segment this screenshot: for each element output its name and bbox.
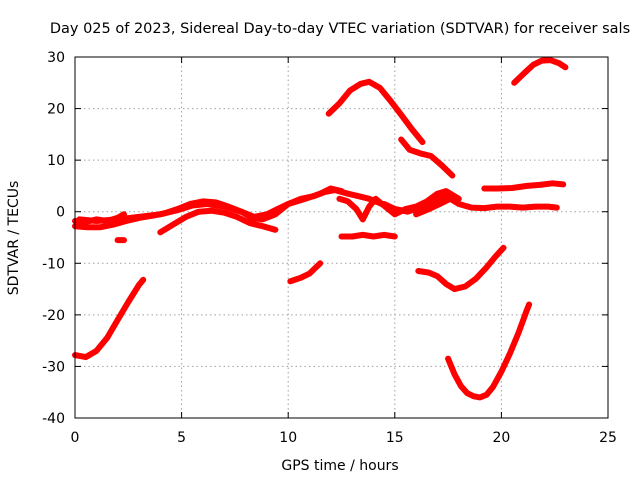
series-s15 [511,57,569,86]
x-tick-label: 20 [492,430,510,446]
series-s3 [76,185,345,224]
series-s14 [481,180,567,192]
y-tick-label: 20 [47,102,65,118]
series-s7 [287,260,324,285]
x-tick-label: 0 [71,430,80,446]
x-tick-label: 15 [386,430,404,446]
series-s6 [72,276,147,361]
series-s12 [381,193,560,215]
series-s4 [157,207,279,236]
y-tick-label: 0 [56,205,65,221]
x-tick-label: 10 [279,430,297,446]
series-s10 [338,231,398,240]
series-s17 [445,301,533,401]
data-series [72,57,569,401]
plot-frame [74,56,609,419]
chart-title: Day 025 of 2023, Sidereal Day-to-day VTE… [50,21,630,37]
series-s16 [415,244,507,293]
series-s8 [325,78,426,146]
y-tick-label: 30 [47,50,65,66]
y-tick-label: -30 [42,359,65,375]
x-tick-label: 5 [177,430,186,446]
y-tick-label: -40 [42,411,65,427]
y-tick-label: 10 [47,153,65,169]
series-s9 [398,136,456,179]
y-axis-label: SDTVAR / TECUs [6,181,22,296]
series-s13 [413,193,458,218]
y-tick-label: -10 [42,256,65,272]
y-tick-label: -20 [42,308,65,324]
x-tick-label: 25 [599,430,617,446]
tick-labels: 0 5 10 15 20 25 -40 -30 -20 -10 0 10 20 30 [42,50,617,446]
x-axis-label: GPS time / hours [281,458,398,474]
